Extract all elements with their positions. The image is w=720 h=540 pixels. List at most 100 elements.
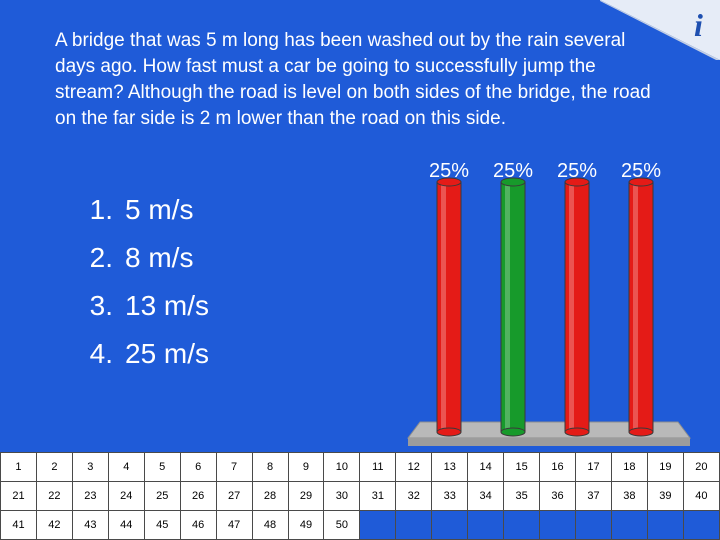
- keypad-cell: 50: [323, 510, 361, 540]
- chart-bar-cap: [628, 177, 654, 187]
- chart-bar: [500, 181, 526, 433]
- answer-text: 25 m/s: [125, 338, 210, 369]
- answer-option: 3. 13 m/s: [55, 282, 209, 330]
- keypad-cell: 46: [179, 510, 217, 540]
- chart-bar-base: [628, 427, 654, 437]
- chart-platform: [407, 421, 691, 439]
- answer-text: 13 m/s: [125, 290, 210, 321]
- keypad-cell: 9: [287, 452, 325, 482]
- answer-number: 2.: [89, 242, 113, 273]
- answer-number: 4.: [89, 338, 113, 369]
- chart-bar-cap: [500, 177, 526, 187]
- keypad-cell: 37: [575, 481, 612, 511]
- keypad-cell-empty: [431, 510, 469, 540]
- keypad-cell: 19: [646, 452, 684, 482]
- chart-bar-highlight: [569, 184, 574, 430]
- keypad-cell: 4: [107, 452, 145, 482]
- keypad-cell: 18: [610, 452, 648, 482]
- keypad-cell: 6: [179, 452, 217, 482]
- keypad-cell: 28: [251, 481, 289, 511]
- keypad-cell: 22: [35, 481, 73, 511]
- keypad-cell: 45: [143, 510, 181, 540]
- chart-bar-base: [564, 427, 590, 437]
- chart-bar-highlight: [505, 184, 510, 430]
- question-text: A bridge that was 5 m long has been wash…: [55, 30, 651, 129]
- keypad-cell: 34: [467, 481, 505, 511]
- keypad-cell-empty: [575, 510, 612, 540]
- keypad-cell: 21: [0, 481, 37, 511]
- keypad-cell: 29: [287, 481, 325, 511]
- keypad-cell: 33: [431, 481, 469, 511]
- chart-bar-percent: 25%: [429, 160, 469, 182]
- answer-list: 1. 5 m/s 2. 8 m/s 3. 13 m/s 4. 25 m/s: [55, 186, 209, 378]
- answer-text: 8 m/s: [125, 242, 194, 273]
- keypad-cell: 15: [503, 452, 541, 482]
- chart-bar-percent: 25%: [621, 160, 661, 182]
- keypad-cell: 23: [71, 481, 109, 511]
- chart-bar-base: [436, 427, 462, 437]
- answer-option: 4. 25 m/s: [55, 330, 209, 378]
- keypad-cell: 8: [251, 452, 289, 482]
- keypad-cell: 7: [215, 452, 253, 482]
- keypad-cell: 44: [107, 510, 145, 540]
- logo-glyph-icon: i: [694, 7, 703, 43]
- answer-option: 1. 5 m/s: [55, 186, 209, 234]
- keypad-cell: 17: [575, 452, 612, 482]
- chart-bar: [564, 181, 590, 433]
- chart-bar-cap: [436, 177, 462, 187]
- answer-number: 3.: [89, 290, 113, 321]
- keypad-cell-empty: [610, 510, 648, 540]
- keypad-row: 41 42 43 44 45 46 47 48 49 50: [0, 510, 720, 540]
- keypad-cell: 12: [395, 452, 433, 482]
- keypad-cell-empty: [467, 510, 505, 540]
- chart-bar-highlight: [633, 184, 638, 430]
- keypad-cell: 30: [323, 481, 361, 511]
- keypad-cell: 2: [35, 452, 73, 482]
- keypad-cell: 11: [359, 452, 397, 482]
- keypad-cell: 13: [431, 452, 469, 482]
- chart-platform-front: [408, 438, 690, 446]
- chart-bar: [628, 181, 654, 433]
- chart-bar-percent: 25%: [493, 160, 533, 182]
- keypad-cell: 36: [539, 481, 576, 511]
- keypad-cell: 5: [143, 452, 181, 482]
- chart-bar: [436, 181, 462, 433]
- keypad-cell: 43: [71, 510, 109, 540]
- chart-bar-highlight: [441, 184, 446, 430]
- answer-number: 1.: [89, 194, 113, 225]
- keypad-cell: 10: [323, 452, 361, 482]
- keypad-cell: 40: [682, 481, 720, 511]
- keypad-row: 1 2 3 4 5 6 7 8 9 10 11 12 13 14 15 16 17 18 19 20: [0, 452, 720, 482]
- keypad-cell: 39: [646, 481, 684, 511]
- keypad-cell: 25: [143, 481, 181, 511]
- keypad-grid: 1 2 3 4 5 6 7 8 9 10 11 12 13 14 15 16 17 18 19 20 21 22 23 24 2…: [0, 452, 720, 540]
- keypad-cell: 32: [395, 481, 433, 511]
- keypad-row: 21 22 23 24 25 26 27 28 29 30 31 32 33 34 35 36 37 38 39 40: [0, 481, 720, 511]
- keypad-cell: 3: [71, 452, 109, 482]
- answer-text: 5 m/s: [125, 194, 194, 225]
- keypad-cell-empty: [539, 510, 576, 540]
- keypad-cell: 49: [287, 510, 325, 540]
- chart-bar-base: [500, 427, 526, 437]
- keypad-cell-empty: [395, 510, 433, 540]
- keypad-cell: 14: [467, 452, 505, 482]
- chart-bar-cap: [564, 177, 590, 187]
- answer-option: 2. 8 m/s: [55, 234, 209, 282]
- keypad-cell: 47: [215, 510, 253, 540]
- keypad-cell: 42: [35, 510, 73, 540]
- keypad-cell: 35: [503, 481, 541, 511]
- keypad-cell: 48: [251, 510, 289, 540]
- keypad-cell: 20: [682, 452, 720, 482]
- keypad-cell: 24: [107, 481, 145, 511]
- keypad-cell: 41: [0, 510, 37, 540]
- chart-bar-percent: 25%: [557, 160, 597, 182]
- logo-corner-edge: [600, 0, 720, 60]
- keypad-cell: 26: [179, 481, 217, 511]
- keypad-cell: 1: [0, 452, 37, 482]
- keypad-cell-empty: [682, 510, 720, 540]
- keypad-cell: 31: [359, 481, 397, 511]
- keypad-cell: 38: [610, 481, 648, 511]
- keypad-cell-empty: [503, 510, 541, 540]
- keypad-cell: 16: [539, 452, 576, 482]
- keypad-cell: 27: [215, 481, 253, 511]
